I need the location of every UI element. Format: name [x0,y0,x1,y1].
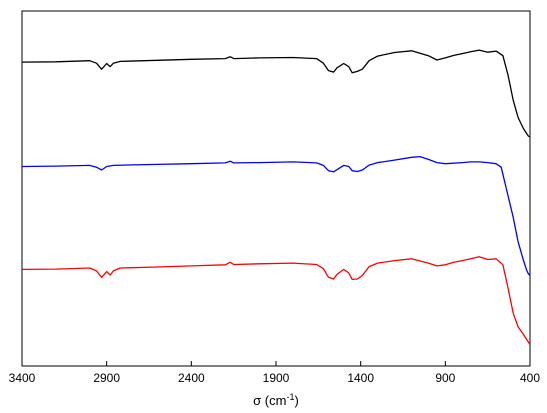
x-axis-title-superscript: -1 [286,392,294,402]
spectrum-line-blue [21,155,531,276]
x-tick-label: 2400 [178,371,205,385]
x-axis-title: σ (cm-1) [253,392,299,408]
spectra-series [21,49,531,346]
x-tick-label: 900 [435,371,455,385]
spectrum-line-red [21,256,531,346]
spectrum-line-black [21,49,531,138]
x-tick-label: 3400 [9,371,36,385]
x-tick-label: 400 [520,371,540,385]
x-axis-ticks: 3400 2900 2400 1900 1400 900 400 [9,361,540,385]
x-axis-title-main: σ (cm [253,393,286,408]
x-tick-label: 1400 [347,371,374,385]
x-tick-label: 2900 [93,371,120,385]
x-tick-label: 1900 [263,371,290,385]
x-axis-title-close: ) [294,393,298,408]
